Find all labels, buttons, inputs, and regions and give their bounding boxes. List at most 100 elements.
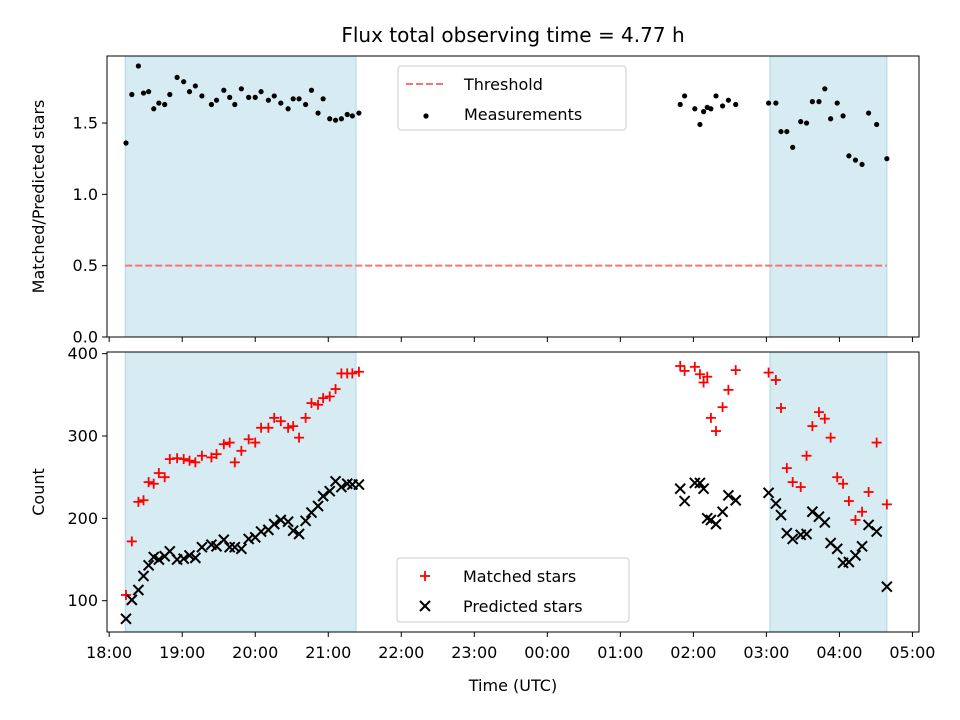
- predicted-star-point: [196, 541, 208, 553]
- predicted-star-point: [293, 528, 305, 540]
- predicted-star-point: [189, 552, 202, 564]
- matched-star-point: [294, 432, 305, 443]
- observing-span-shade: [125, 352, 357, 632]
- measurement-point: [186, 89, 193, 95]
- measurement-point: [682, 93, 688, 99]
- matched-star-point: [881, 499, 892, 510]
- matched-star-point: [850, 515, 861, 525]
- matched-star-point: [838, 478, 849, 489]
- legend: Matched stars Predicted stars: [396, 557, 630, 623]
- measurement-point: [227, 94, 233, 100]
- predicted-star-point: [831, 543, 843, 555]
- matched-star-point: [283, 422, 294, 433]
- y-tick: 1.5: [73, 114, 107, 133]
- measurement-point: [285, 106, 291, 112]
- predicted-star-point: [317, 490, 329, 502]
- matched-star-point: [190, 457, 201, 468]
- matched-star-point: [723, 384, 734, 395]
- measurement-point: [840, 113, 846, 119]
- predicted-star-point: [183, 549, 196, 562]
- x-tick: 22:00: [378, 632, 424, 662]
- measurement-point: [232, 101, 238, 108]
- measurement-point: [692, 106, 698, 112]
- matched-star-point: [689, 361, 700, 372]
- x-tick: 18:00: [86, 632, 132, 662]
- measurement-point: [719, 103, 726, 109]
- predicted-star-point: [235, 543, 248, 555]
- matched-star-point: [153, 468, 164, 479]
- y-axis-label: Matched/Predicted stars: [29, 100, 48, 294]
- predicted-star-point: [229, 541, 241, 553]
- y-tick-label: 0.5: [73, 256, 98, 275]
- matched-star-point: [138, 495, 149, 506]
- x-tick-label: 05:00: [889, 643, 935, 662]
- predicted-star-point: [312, 500, 324, 512]
- predicted-star-point: [324, 485, 336, 497]
- matched-star-point: [126, 536, 137, 547]
- legend-entry: Matched stars: [420, 567, 576, 586]
- y-tick-label: 400: [67, 344, 98, 363]
- matched-star-point: [275, 416, 286, 427]
- predicted-star-point: [353, 478, 365, 491]
- y-tick: 300: [67, 427, 107, 446]
- legend-measurement-swatch: [423, 113, 429, 119]
- legend-label: Threshold: [463, 75, 543, 94]
- matched-star-point: [196, 450, 207, 461]
- x-tick-label: 00:00: [524, 643, 570, 662]
- legend-entry: Predicted stars: [419, 597, 583, 616]
- measurement-point: [167, 91, 173, 98]
- measurement-point: [208, 101, 215, 108]
- measurement-point: [846, 153, 852, 159]
- measurement-point: [677, 101, 683, 108]
- predicted-star-point: [132, 584, 145, 596]
- matched-star-point: [324, 391, 335, 402]
- measurement-point: [809, 99, 815, 105]
- predicted-star-point: [716, 506, 729, 518]
- x-tick: 20:00: [232, 632, 278, 662]
- measurement-point: [884, 156, 890, 162]
- matched-star-point: [288, 421, 299, 432]
- y-tick-label: 200: [67, 509, 98, 528]
- measurement-point: [181, 79, 187, 85]
- measurement-point: [162, 101, 168, 108]
- predicted-star-point: [710, 518, 722, 530]
- measurement-point: [252, 94, 258, 100]
- matched-star-point: [313, 399, 324, 410]
- matched-star-point: [711, 426, 721, 437]
- predicted-star-point: [849, 549, 862, 562]
- measurement-point: [852, 157, 859, 163]
- measurement-point: [213, 97, 220, 103]
- matched-star-point: [148, 478, 159, 489]
- y-axis-label: Count: [29, 468, 48, 516]
- legend-entry: Measurements: [423, 105, 582, 124]
- matched-star-point: [871, 437, 882, 448]
- predicted-star-point: [137, 570, 150, 582]
- matched-star-point: [781, 463, 792, 474]
- predicted-star-point: [120, 613, 132, 625]
- matched-star-point: [263, 422, 274, 433]
- y-tick: 400: [67, 344, 107, 363]
- x-tick-label: 04:00: [816, 643, 862, 662]
- predicted-star-point: [177, 552, 190, 565]
- measurement-point: [834, 100, 840, 106]
- x-tick-label: 03:00: [743, 643, 789, 662]
- x-tick: 23:00: [451, 632, 497, 662]
- measurement-point: [803, 120, 810, 126]
- y-tick: 0.0: [73, 328, 107, 347]
- matched-star-point: [236, 445, 247, 456]
- y-tick-label: 100: [67, 591, 98, 610]
- plot-area: [120, 352, 893, 632]
- measurement-point: [790, 144, 796, 150]
- measurement-point: [733, 101, 739, 108]
- predicted-star-point: [775, 509, 787, 521]
- measurement-point: [140, 90, 147, 96]
- measurement-point: [151, 106, 157, 112]
- matched-star-point: [819, 413, 830, 424]
- predicted-star-point: [701, 512, 713, 525]
- predicted-star-point: [218, 534, 230, 546]
- measurement-point: [798, 119, 804, 125]
- measurement-point: [349, 113, 355, 119]
- matched-star-point: [763, 367, 774, 378]
- predicted-star-point: [299, 515, 312, 527]
